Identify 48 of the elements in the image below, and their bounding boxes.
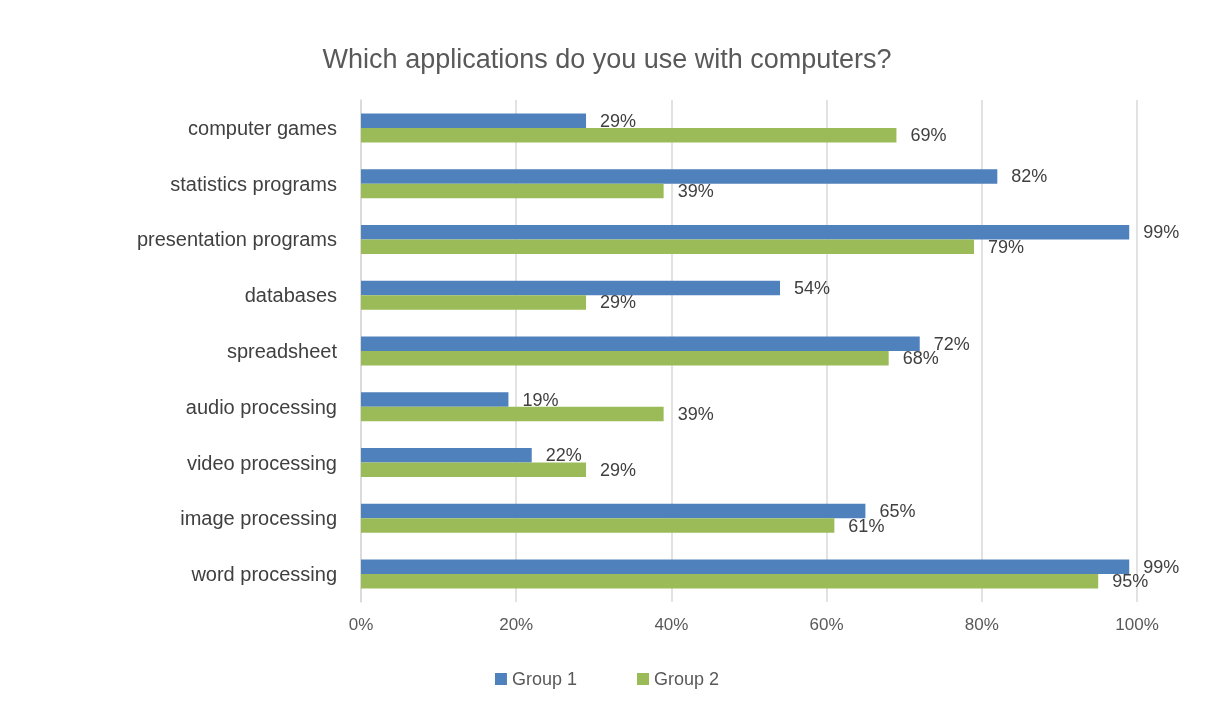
y-tick-label: video processing	[186, 451, 337, 474]
data-label: 54%	[794, 277, 831, 298]
x-tick-label: 0%	[348, 615, 374, 634]
bar	[361, 239, 975, 254]
y-tick-label: word processing	[190, 563, 337, 586]
bar	[361, 127, 897, 143]
bar	[361, 113, 587, 128]
y-tick-label: presentation programs	[136, 228, 337, 251]
data-label: 99%	[1143, 222, 1180, 243]
bar	[361, 503, 866, 519]
bar	[361, 448, 532, 463]
bar	[361, 224, 1130, 240]
chart-title: Which applications do you use with computers?	[322, 43, 892, 74]
bar	[361, 183, 664, 199]
legend-label: Group 2	[654, 669, 720, 689]
y-tick-label: statistics programs	[170, 172, 337, 195]
data-label: 79%	[988, 236, 1025, 257]
y-tick-label: databases	[244, 284, 337, 307]
data-label: 29%	[600, 292, 637, 313]
bar	[361, 574, 1099, 589]
data-label: 69%	[910, 125, 947, 146]
bar	[361, 336, 920, 351]
data-label: 22%	[545, 445, 582, 466]
bar	[361, 392, 509, 407]
data-label: 29%	[600, 110, 637, 131]
data-label: 19%	[522, 389, 559, 410]
bar	[361, 280, 781, 296]
x-tick-label: 40%	[654, 615, 689, 634]
bar	[361, 518, 835, 533]
x-tick-label: 100%	[1115, 615, 1159, 634]
x-tick-label: 20%	[499, 615, 534, 634]
bar	[361, 351, 889, 366]
data-label: 39%	[677, 180, 714, 201]
y-tick-label: image processing	[180, 507, 337, 530]
y-tick-label: computer games	[188, 116, 337, 139]
legend-label: Group 1	[511, 669, 578, 689]
bar	[361, 295, 587, 310]
data-label: 82%	[1011, 166, 1048, 187]
bar	[361, 169, 998, 184]
data-label: 29%	[600, 459, 637, 480]
bar	[361, 559, 1130, 575]
data-label: 39%	[677, 404, 714, 425]
x-tick-label: 80%	[964, 615, 999, 634]
bar	[361, 462, 587, 478]
y-tick-label: spreadsheet	[226, 340, 338, 362]
bar	[361, 406, 664, 422]
y-tick-label: audio processing	[185, 395, 337, 418]
x-tick-label: 60%	[809, 615, 844, 634]
